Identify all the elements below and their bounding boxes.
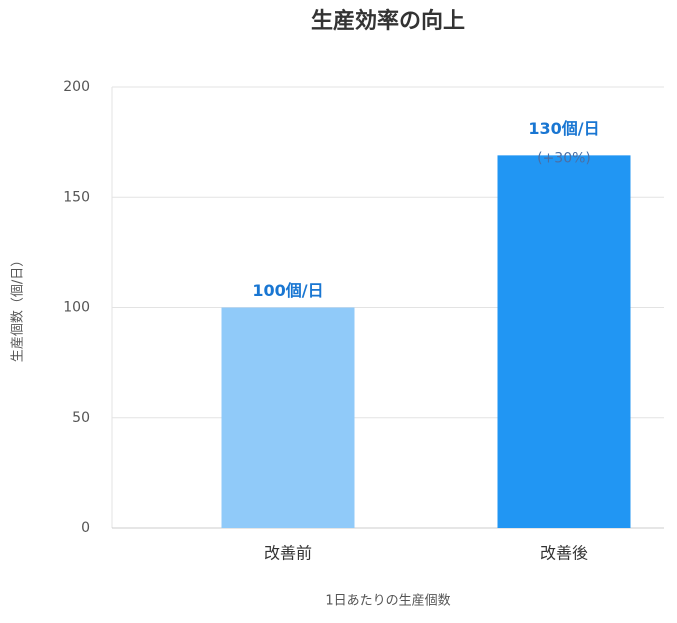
- y-tick-label: 200: [63, 79, 90, 95]
- annotation: 130個/日: [528, 119, 599, 138]
- x-axis-title: 1日あたりの生産個数: [325, 593, 450, 609]
- bar: [497, 155, 631, 529]
- y-tick-label: 50: [72, 410, 90, 426]
- chart-title: 生産効率の向上: [311, 8, 465, 34]
- y-tick-label: 0: [81, 520, 90, 536]
- y-axis-title: 生産個数（個/日）: [10, 254, 26, 362]
- annotation-sub: (+30%): [537, 150, 591, 166]
- annotation: 100個/日: [252, 281, 323, 300]
- x-tick-label: 改善後: [540, 544, 588, 563]
- y-tick-label: 150: [63, 189, 90, 205]
- bar: [221, 307, 355, 528]
- y-tick-label: 100: [63, 300, 90, 316]
- x-tick-label: 改善前: [264, 544, 312, 563]
